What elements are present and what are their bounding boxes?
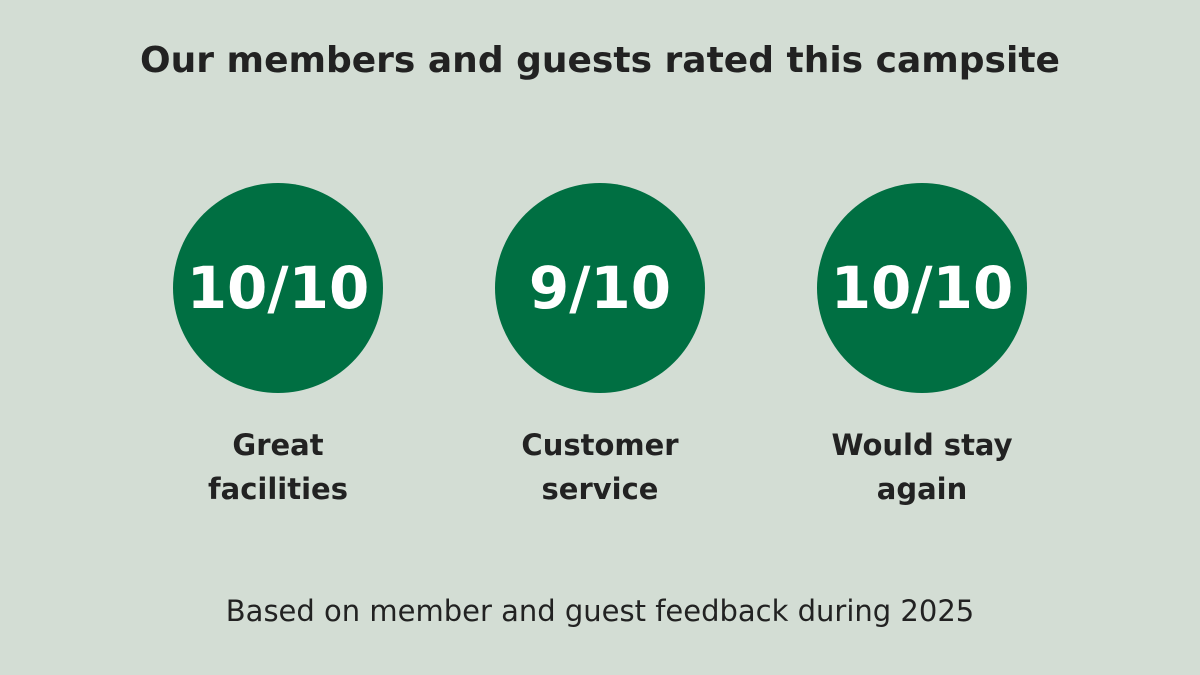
label-line: service <box>541 472 659 506</box>
rating-label: Would stay again <box>772 423 1072 511</box>
rating-card: 9/10 Customer service <box>450 183 750 511</box>
rating-label: Great facilities <box>128 423 428 511</box>
label-line: Great <box>232 428 324 462</box>
rating-card: 10/10 Great facilities <box>128 183 428 511</box>
rating-badge: 10/10 <box>173 183 383 393</box>
label-line: Would stay <box>831 428 1013 462</box>
rating-card: 10/10 Would stay again <box>772 183 1072 511</box>
label-line: Customer <box>521 428 679 462</box>
rating-label: Customer service <box>450 423 750 511</box>
footnote: Based on member and guest feedback durin… <box>225 594 975 628</box>
title: Our members and guests rated this campsi… <box>140 40 1060 81</box>
label-line: facilities <box>208 472 348 506</box>
label-line: again <box>876 472 968 506</box>
rating-badge: 9/10 <box>495 183 705 393</box>
rating-badge: 10/10 <box>817 183 1027 393</box>
